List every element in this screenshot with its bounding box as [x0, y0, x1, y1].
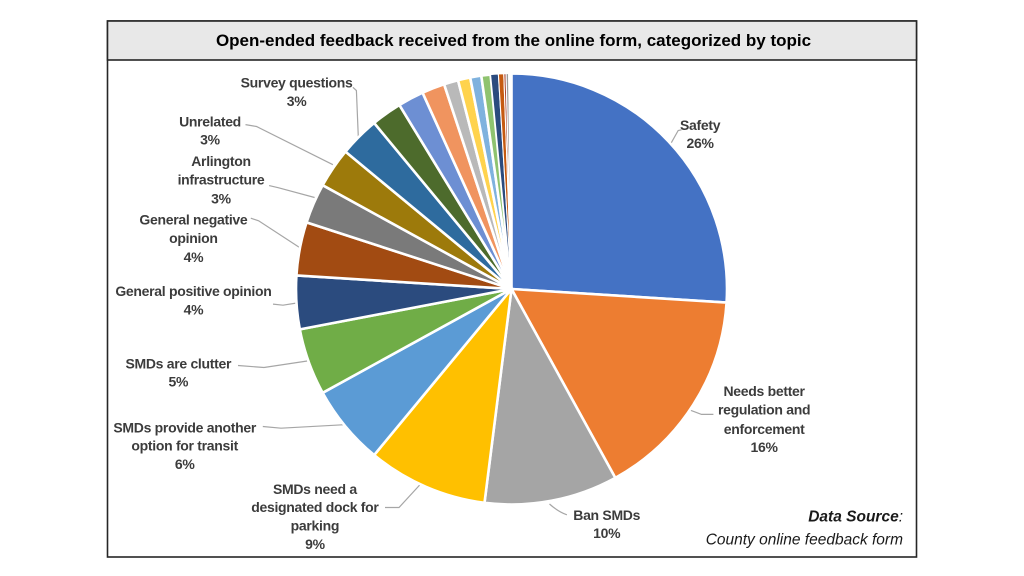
svg-text:3%: 3%	[200, 132, 220, 148]
svg-text:Ban SMDs: Ban SMDs	[573, 507, 640, 523]
svg-text:enforcement: enforcement	[724, 421, 805, 437]
svg-text:parking: parking	[291, 518, 339, 534]
svg-text:designated dock for: designated dock for	[251, 499, 379, 515]
svg-text:10%: 10%	[593, 525, 621, 541]
svg-text:16%: 16%	[751, 439, 779, 455]
svg-text:Open-ended feedback received f: Open-ended feedback received from the on…	[216, 31, 811, 50]
svg-text:General negative: General negative	[139, 211, 248, 227]
svg-text:3%: 3%	[211, 190, 231, 206]
svg-text:Needs better: Needs better	[723, 383, 805, 399]
svg-text:Unrelated: Unrelated	[179, 113, 241, 129]
svg-text:4%: 4%	[184, 302, 204, 318]
svg-text:SMDs provide another: SMDs provide another	[113, 419, 256, 435]
svg-text:26%: 26%	[687, 135, 715, 151]
svg-text:4%: 4%	[184, 249, 204, 265]
svg-text:3%: 3%	[287, 93, 307, 109]
svg-text:Data Source:: Data Source:	[808, 509, 903, 526]
svg-text:Safety: Safety	[680, 117, 721, 133]
svg-text:6%: 6%	[175, 456, 195, 472]
svg-text:opinion: opinion	[169, 230, 217, 246]
svg-text:General positive opinion: General positive opinion	[115, 283, 271, 299]
svg-text:5%: 5%	[168, 374, 188, 390]
svg-text:SMDs need a: SMDs need a	[273, 481, 357, 497]
svg-text:Survey questions: Survey questions	[241, 75, 353, 91]
svg-text:option for transit: option for transit	[131, 438, 238, 454]
svg-text:County online feedback form: County online feedback form	[706, 532, 903, 549]
svg-text:9%: 9%	[305, 536, 325, 552]
svg-text:infrastructure: infrastructure	[178, 172, 265, 188]
svg-text:regulation and: regulation and	[718, 401, 810, 417]
svg-text:SMDs are clutter: SMDs are clutter	[125, 355, 232, 371]
svg-text:Arlington: Arlington	[191, 153, 251, 169]
